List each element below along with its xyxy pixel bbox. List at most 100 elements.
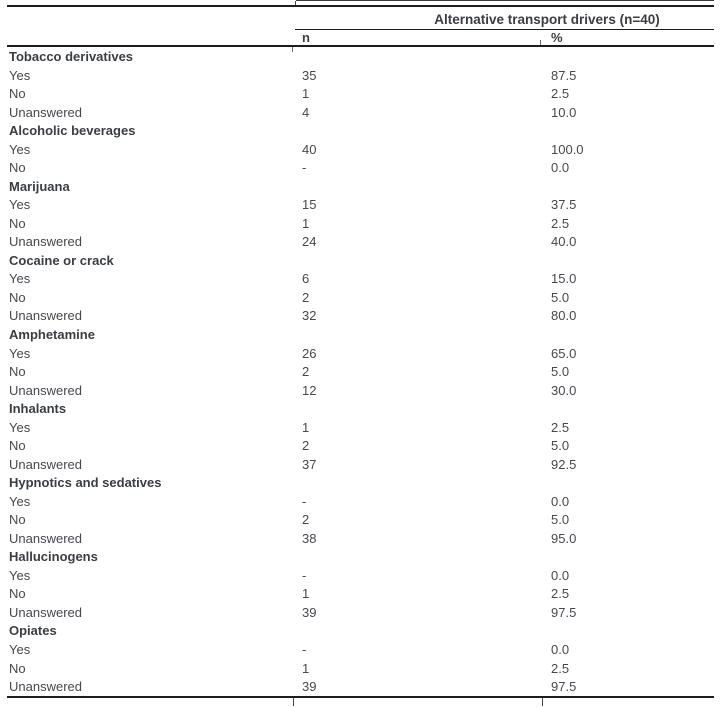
percent-cell	[545, 400, 714, 419]
percent-cell: 97.5	[551, 604, 577, 620]
n-cell: 1	[302, 419, 310, 435]
group-row: Cocaine or crack	[7, 252, 714, 271]
percent-cell: 30.0	[551, 382, 577, 398]
percent-cell: 5.0	[551, 364, 570, 380]
n-cell	[295, 548, 545, 567]
cropped-row-border-artifact	[296, 0, 714, 1]
n-cell: 2	[302, 512, 310, 528]
percent-cell	[545, 474, 714, 493]
column-border-tick	[293, 698, 294, 706]
percent-cell	[545, 326, 714, 345]
span-column-header: Alternative transport drivers (n=40)	[434, 12, 660, 27]
row-label: No	[9, 86, 26, 102]
group-row: Amphetamine	[7, 326, 714, 345]
group-row: Alcoholic beverages	[7, 122, 714, 141]
table-body: Tobacco derivatives Yes 35 87.5 No 1 2.5 Unansw…	[7, 48, 714, 697]
row-label: Unanswered	[9, 604, 82, 620]
n-cell: -	[302, 493, 307, 509]
n-cell: 12	[302, 382, 317, 398]
row-label: Unanswered	[9, 234, 82, 250]
n-cell	[295, 474, 545, 493]
group-label: Cocaine or crack	[9, 252, 114, 268]
group-row: Hypnotics and sedatives	[7, 474, 714, 493]
n-cell	[295, 252, 545, 271]
percent-cell: 2.5	[551, 660, 570, 676]
n-cell	[295, 400, 545, 419]
n-cell: 26	[302, 345, 317, 361]
n-cell: 2	[302, 364, 310, 380]
n-cell: 1	[302, 86, 310, 102]
table-row: Unanswered 32 80.0	[7, 307, 714, 326]
percent-cell: 97.5	[551, 679, 577, 695]
row-label: Yes	[9, 493, 31, 509]
n-cell: 4	[302, 104, 310, 120]
row-label: No	[9, 289, 26, 305]
row-label: Yes	[9, 419, 31, 435]
percent-cell: 92.5	[551, 456, 577, 472]
table-row: Unanswered 39 97.5	[7, 604, 714, 623]
table-rule-bottom	[7, 696, 714, 698]
column-border-tick	[542, 698, 543, 706]
group-label: Alcoholic beverages	[9, 123, 136, 139]
row-label: No	[9, 160, 26, 176]
n-cell: 37	[302, 456, 317, 472]
group-row: Inhalants	[7, 400, 714, 419]
group-row: Hallucinogens	[7, 548, 714, 567]
table-row: No 2 5.0	[7, 289, 714, 308]
table-row: Unanswered 4 10.0	[7, 104, 714, 123]
row-label: Yes	[9, 141, 31, 157]
row-label: Yes	[9, 642, 31, 657]
percent-cell: 0.0	[551, 493, 570, 509]
table-row: Unanswered 38 95.0	[7, 530, 714, 549]
row-label: No	[9, 215, 26, 231]
group-row: Marijuana	[7, 178, 714, 197]
column-header-percent: %	[551, 30, 563, 45]
n-cell	[295, 122, 545, 141]
table-row: Unanswered 12 30.0	[7, 382, 714, 401]
n-cell: 39	[302, 679, 317, 695]
percent-cell: 2.5	[551, 86, 570, 102]
percent-cell: 2.5	[551, 586, 570, 602]
table-row: Unanswered 39 97.5	[7, 678, 714, 697]
percent-cell	[545, 252, 714, 271]
row-label: No	[9, 586, 26, 602]
table-row: Yes - 0.0	[7, 641, 714, 660]
table-row: No 2 5.0	[7, 437, 714, 456]
row-label: Unanswered	[9, 104, 82, 120]
percent-cell: 0.0	[551, 642, 570, 657]
n-cell: 1	[302, 215, 310, 231]
n-cell	[295, 48, 545, 67]
percent-cell: 65.0	[551, 345, 577, 361]
n-cell: 32	[302, 308, 317, 324]
percent-cell	[545, 48, 714, 67]
table-row: No 1 2.5	[7, 585, 714, 604]
table-row: No 1 2.5	[7, 85, 714, 104]
table-row: No 2 5.0	[7, 363, 714, 382]
table-row: Yes 6 15.0	[7, 270, 714, 289]
n-cell: 15	[302, 197, 317, 213]
table-row: Yes 15 37.5	[7, 196, 714, 215]
row-label: Unanswered	[9, 456, 82, 472]
n-cell: -	[302, 160, 307, 176]
percent-cell: 10.0	[551, 104, 577, 120]
percent-cell: 2.5	[551, 215, 570, 231]
table-row: Yes 40 100.0	[7, 141, 714, 160]
n-cell	[295, 326, 545, 345]
n-cell: 1	[302, 586, 310, 602]
n-cell: 35	[302, 67, 317, 83]
percent-cell: 40.0	[551, 234, 577, 250]
row-label: Yes	[9, 67, 31, 83]
row-label: Yes	[9, 271, 31, 287]
row-label: Yes	[9, 197, 31, 213]
percent-cell: 5.0	[551, 289, 570, 305]
table-row: No 1 2.5	[7, 660, 714, 679]
row-label: No	[9, 512, 26, 528]
table-row: Yes - 0.0	[7, 493, 714, 512]
column-border-tick	[292, 47, 293, 52]
group-label: Tobacco derivatives	[9, 49, 134, 64]
n-cell: 39	[302, 604, 317, 620]
column-border-tick	[540, 40, 541, 45]
table-row: Yes - 0.0	[7, 567, 714, 586]
row-label: Unanswered	[9, 308, 82, 324]
group-label: Hypnotics and sedatives	[9, 475, 162, 491]
